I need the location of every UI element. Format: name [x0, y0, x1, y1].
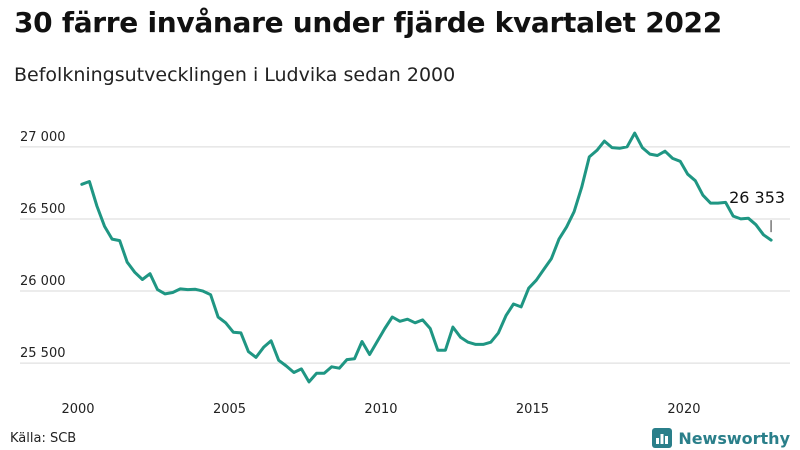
- chart-title: 30 färre invånare under fjärde kvartalet…: [14, 6, 722, 39]
- y-tick-label: 26 000: [20, 274, 66, 289]
- y-tick-label: 26 500: [20, 202, 66, 217]
- chart-subtitle: Befolkningsutvecklingen i Ludvika sedan …: [14, 64, 456, 86]
- brand-logo[interactable]: Newsworthy: [652, 428, 790, 448]
- annotation-label: 26 353: [729, 188, 785, 207]
- x-tick-label: 2005: [213, 402, 246, 417]
- x-tick-label: 2010: [364, 402, 397, 417]
- x-tick-label: 2000: [61, 402, 94, 417]
- y-axis-tick-labels: 25 500 26 000 26 500 27 000: [20, 130, 66, 361]
- source-note: Källa: SCB: [10, 431, 77, 446]
- y-tick-label: 25 500: [20, 346, 66, 361]
- x-tick-label: 2015: [516, 402, 549, 417]
- population-series-line: [80, 131, 773, 384]
- x-axis-tick-labels: 2000 2005 2010 2015 2020: [61, 402, 700, 417]
- y-tick-label: 27 000: [20, 130, 66, 145]
- newsworthy-logo-icon: [652, 428, 673, 448]
- grid-lines: [20, 146, 790, 364]
- x-tick-label: 2020: [667, 402, 700, 417]
- brand-name: Newsworthy: [678, 428, 790, 448]
